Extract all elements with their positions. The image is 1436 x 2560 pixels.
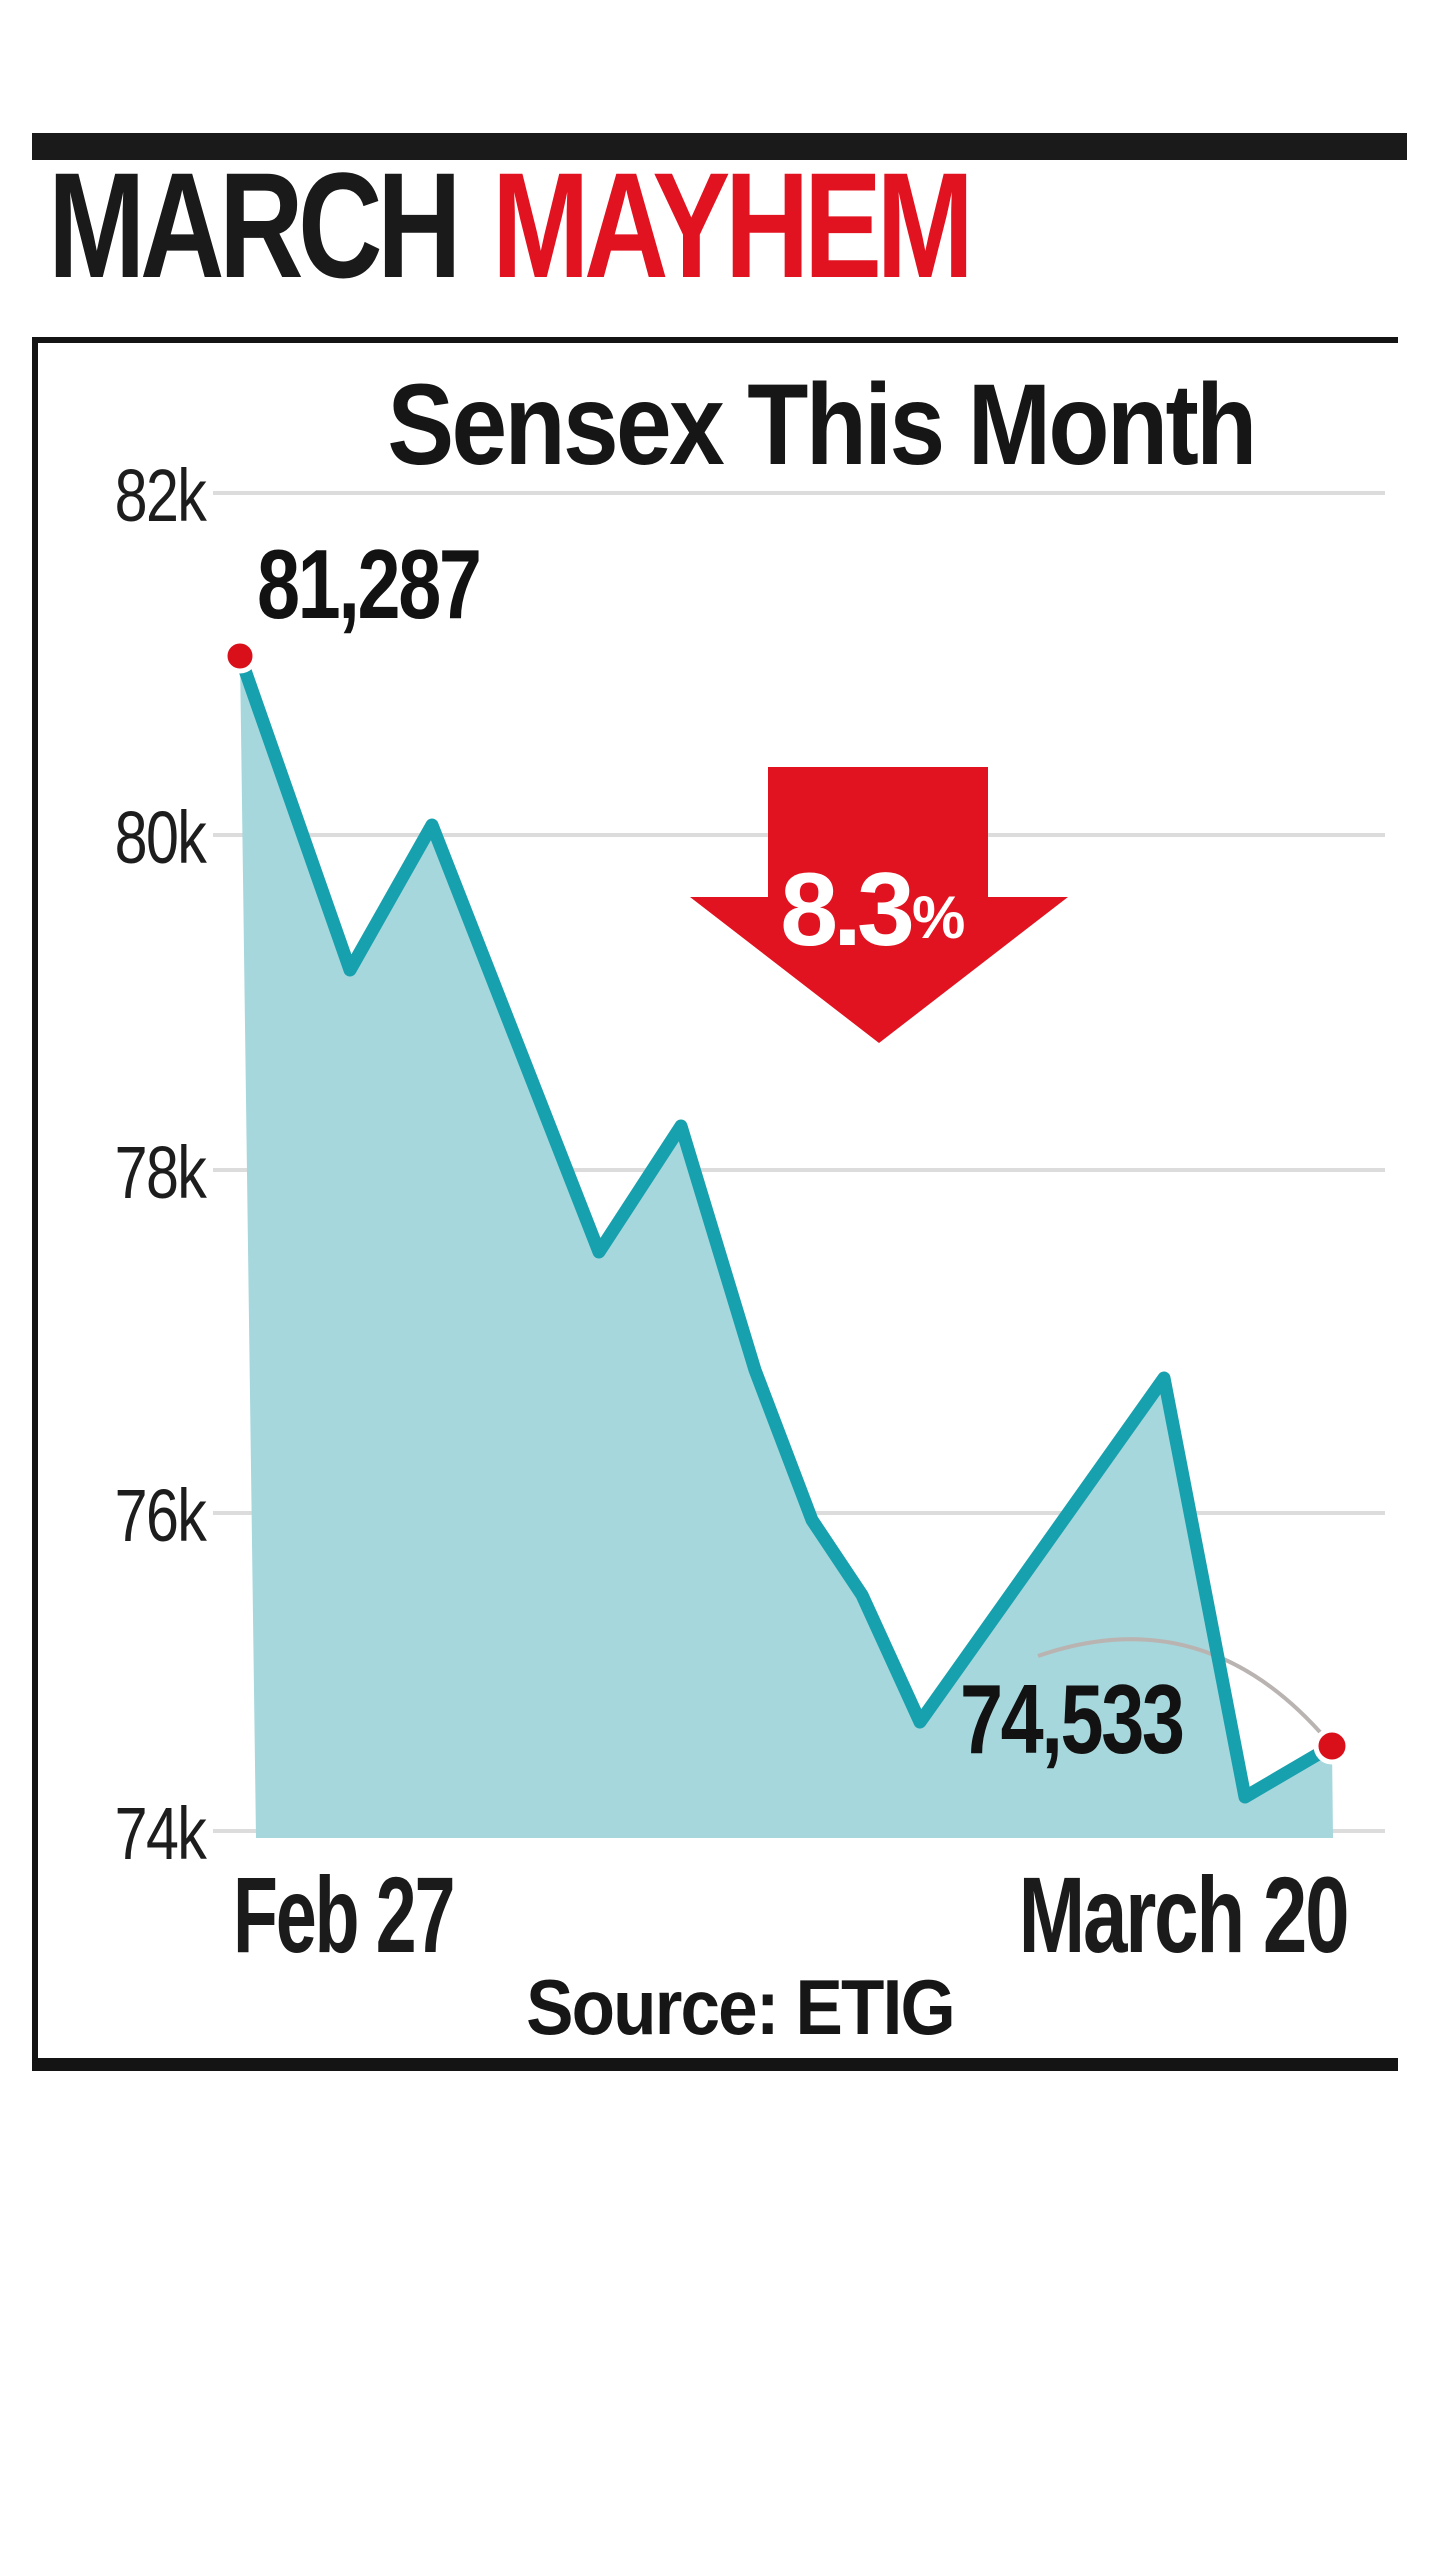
- end-label-leader-line: [1037, 1637, 1329, 1742]
- end-point-dot: [1313, 1727, 1351, 1765]
- x-axis-label-feb-27: Feb 27: [233, 1854, 455, 1975]
- headline: MARCH MAYHEM: [48, 150, 974, 300]
- sensex-line: [233, 649, 1339, 1804]
- top-rule: [32, 133, 1407, 160]
- source-credit: Source: ETIG: [526, 1963, 956, 2051]
- start-value-label: 81,287: [257, 529, 482, 639]
- headline-word-mayhem: MAYHEM: [492, 141, 974, 309]
- y-axis-label-74k: 74k: [114, 1792, 206, 1875]
- chart-title: Sensex This Month: [387, 361, 1257, 489]
- y-axis-label-78k: 78k: [114, 1131, 206, 1214]
- x-axis-label-march-20: March 20: [1018, 1854, 1350, 1975]
- chart-frame: [32, 337, 1398, 2071]
- drop-percentage-sign: %: [912, 884, 965, 951]
- sensex-area-fill: [240, 656, 1333, 1838]
- y-axis-label-80k: 80k: [114, 796, 206, 879]
- drop-arrow-icon: [690, 767, 1068, 1043]
- headline-word-march: MARCH: [48, 141, 462, 309]
- end-value-label: 74,533: [960, 1664, 1185, 1774]
- start-point-dot: [222, 638, 258, 674]
- y-axis-label-76k: 76k: [114, 1474, 206, 1557]
- y-axis-label-82k: 82k: [114, 454, 206, 537]
- drop-percentage-value: 8.3: [780, 852, 912, 968]
